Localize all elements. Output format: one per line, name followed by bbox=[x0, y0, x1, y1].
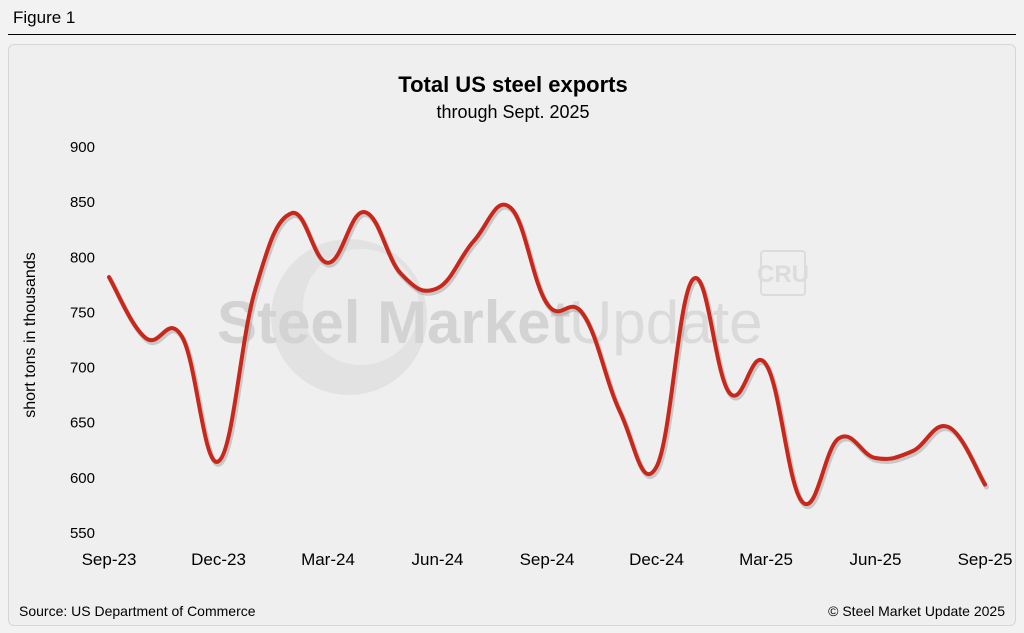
watermark-cru-badge: CRU bbox=[757, 261, 809, 288]
header-rule bbox=[8, 34, 1016, 35]
x-tick-label: Sep-23 bbox=[82, 550, 137, 569]
y-tick-label: 750 bbox=[70, 304, 95, 321]
x-tick-label: Mar-24 bbox=[301, 550, 355, 569]
x-tick-label: Jun-24 bbox=[412, 550, 464, 569]
watermark-logo-inner bbox=[303, 249, 419, 365]
x-tick-label: Dec-23 bbox=[191, 550, 246, 569]
series-line-total-exports bbox=[107, 202, 987, 507]
source-note: Source: US Department of Commerce bbox=[19, 603, 256, 619]
watermark: Steel Market Update CRU bbox=[217, 239, 809, 395]
figure-label: Figure 1 bbox=[13, 8, 76, 27]
y-axis-ticks: 900 850 800 750 700 650 600 550 bbox=[70, 139, 95, 542]
watermark-cru-box bbox=[760, 250, 806, 296]
y-tick-label: 900 bbox=[70, 139, 95, 156]
y-tick-label: 650 bbox=[70, 415, 95, 432]
chart-title: Total US steel exports bbox=[398, 72, 627, 97]
y-tick-label: 800 bbox=[70, 249, 95, 266]
x-tick-label: Mar-25 bbox=[739, 550, 793, 569]
y-tick-label: 600 bbox=[70, 470, 95, 487]
watermark-brand-light: Update bbox=[569, 289, 762, 356]
chart-subtitle: through Sept. 2025 bbox=[436, 102, 589, 122]
x-tick-label: Sep-25 bbox=[958, 550, 1013, 569]
chart-panel: Steel Market Update CRU Total US steel e… bbox=[8, 44, 1016, 626]
x-tick-label: Sep-24 bbox=[520, 550, 575, 569]
x-tick-label: Dec-24 bbox=[629, 550, 684, 569]
x-axis-ticks: Sep-23 Dec-23 Mar-24 Jun-24 Sep-24 Dec-24 Mar-… bbox=[82, 550, 1013, 569]
y-axis-label: short tons in thousands bbox=[22, 252, 39, 417]
y-tick-label: 700 bbox=[70, 360, 95, 377]
y-tick-label: 550 bbox=[70, 525, 95, 542]
copyright-note: © Steel Market Update 2025 bbox=[828, 603, 1005, 619]
y-tick-label: 850 bbox=[70, 194, 95, 211]
watermark-brand-bold: Steel Market bbox=[217, 289, 571, 356]
x-tick-label: Jun-25 bbox=[850, 550, 902, 569]
line-chart: Steel Market Update CRU Total US steel e… bbox=[19, 72, 1013, 619]
